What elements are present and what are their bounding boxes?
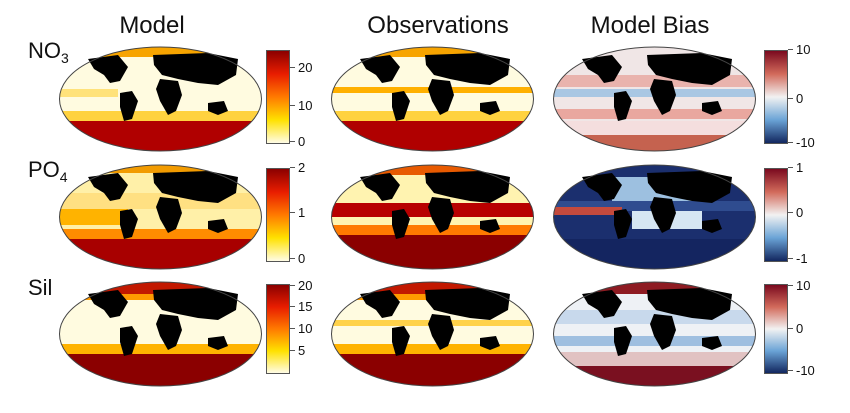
tick-label: -1 [788, 251, 808, 266]
map-observations-po4 [331, 164, 534, 270]
tick-label: 15 [289, 299, 313, 314]
tick-label: 10 [289, 98, 313, 113]
tick-label: 20 [289, 278, 313, 293]
tick-label: 0 [787, 321, 804, 336]
map-bias-sil [553, 281, 756, 387]
colorbar-bias-no3 [764, 50, 788, 144]
column-title-model: Model [119, 12, 185, 39]
map-model-no3 [59, 46, 262, 152]
row-label-po4: PO4 [28, 157, 68, 185]
tick-label: 0 [289, 251, 306, 266]
tick-label: -10 [788, 135, 815, 150]
map-model-po4 [59, 164, 262, 270]
column-title-model-bias: Model Bias [590, 12, 710, 39]
tick-label: 10 [289, 321, 313, 336]
tick-label: 10 [787, 42, 811, 57]
tick-label: 5 [289, 343, 306, 358]
row-label-sil: Sil [28, 275, 53, 300]
tick-label: 20 [289, 60, 313, 75]
colorbar-bias-sil [764, 284, 788, 374]
colorbar-bias-po4 [764, 168, 788, 262]
map-bias-no3 [553, 46, 756, 152]
tick-label: 0 [787, 205, 804, 220]
map-observations-sil [331, 281, 534, 387]
tick-label: 10 [787, 278, 811, 293]
tick-label: 1 [289, 205, 306, 220]
colorbar-model-no3 [266, 50, 290, 144]
colorbar-model-sil [266, 284, 290, 374]
tick-label: -10 [788, 363, 815, 378]
colorbar-model-po4 [266, 168, 290, 262]
map-model-sil [59, 281, 262, 387]
column-title-observations: Observations [367, 12, 509, 39]
tick-label: 0 [787, 91, 804, 106]
row-label-no3: NO3 [28, 38, 69, 66]
map-bias-po4 [553, 164, 756, 270]
tick-label: 2 [289, 160, 306, 175]
tick-label: 0 [289, 134, 306, 149]
map-observations-no3 [331, 46, 534, 152]
tick-label: 1 [787, 160, 804, 175]
